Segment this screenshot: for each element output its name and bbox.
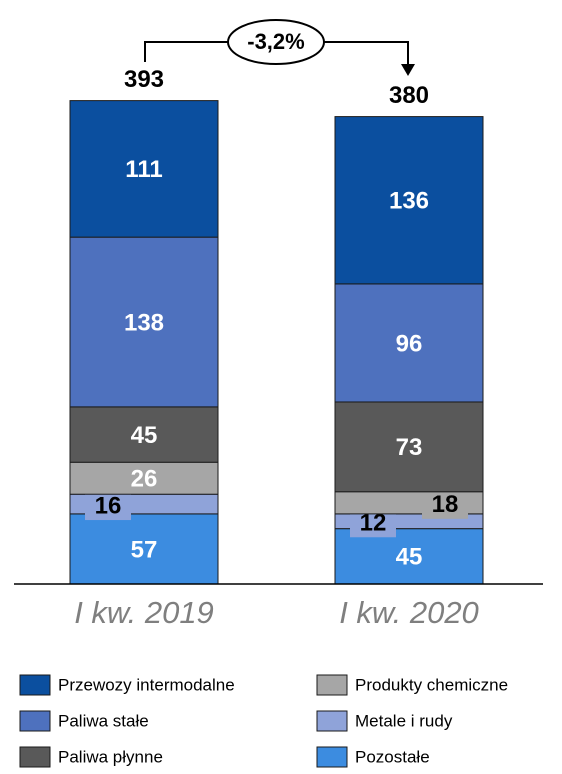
change-bubble: [227, 19, 325, 65]
legend-swatch: [316, 746, 348, 768]
value-label: 45: [396, 544, 423, 571]
change-label: -3,2%: [247, 29, 304, 54]
legend-swatch: [19, 710, 51, 732]
label-box: [85, 494, 131, 521]
legend-swatch: [19, 746, 51, 768]
bar-segment: [69, 100, 219, 238]
total-label: 380: [389, 82, 429, 109]
legend-swatch: [316, 710, 348, 732]
bar-segment: [69, 461, 219, 495]
legend-label: Pozostałe: [355, 747, 430, 766]
value-label: 136: [389, 188, 429, 215]
bar-segment: [334, 401, 484, 493]
legend-label: Paliwa stałe: [58, 711, 149, 730]
change-arrowhead: [401, 64, 415, 76]
change-connector: [144, 41, 228, 62]
legend-swatch: [316, 674, 348, 696]
legend-label: Paliwa płynne: [58, 747, 163, 766]
value-label: 111: [125, 156, 162, 183]
legend-label: Przewozy intermodalne: [58, 675, 235, 694]
total-label: 393: [124, 66, 164, 93]
legend-label: Metale i rudy: [355, 711, 453, 730]
bar-segment: [334, 283, 484, 403]
x-tick-label: I kw. 2020: [339, 595, 479, 630]
bar-segment: [69, 513, 219, 585]
x-tick-label: I kw. 2019: [74, 595, 214, 630]
change-connector: [324, 41, 409, 66]
value-label: 57: [131, 536, 158, 563]
bar-segment: [334, 116, 484, 285]
bar-segment: [69, 236, 219, 408]
value-label: 96: [396, 330, 423, 357]
value-label: 26: [131, 466, 158, 493]
legend-label: Produkty chemiczne: [355, 675, 508, 694]
value-label: 73: [396, 434, 423, 461]
value-label: 18: [432, 491, 459, 518]
label-box: [422, 492, 468, 519]
value-label: 138: [124, 309, 164, 336]
label-box: [350, 511, 396, 538]
legend-swatch: [19, 674, 51, 696]
value-label: 45: [131, 422, 158, 449]
value-label: 16: [95, 492, 122, 519]
bar-segment: [69, 406, 219, 463]
bar-segment: [334, 528, 484, 585]
